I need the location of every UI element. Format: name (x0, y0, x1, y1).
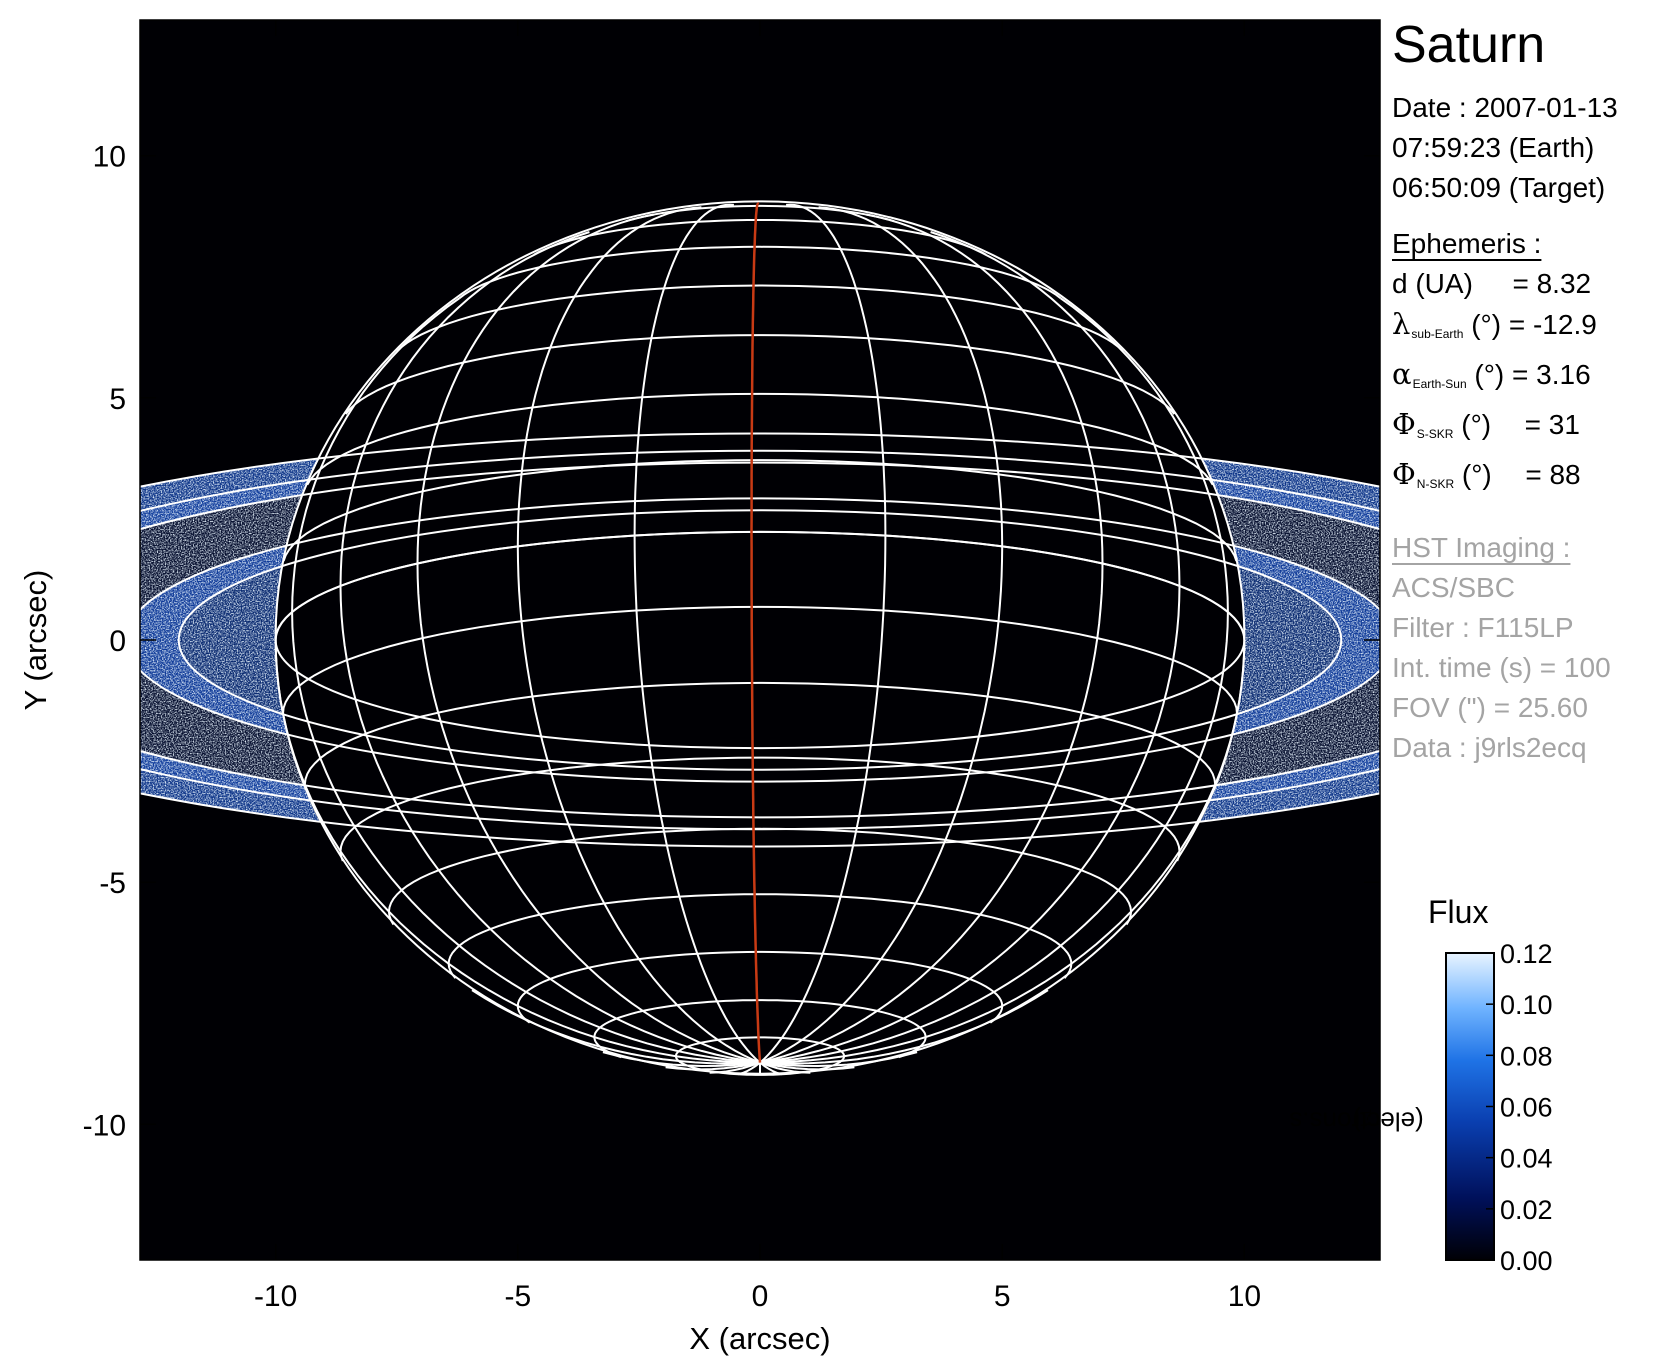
colorbar-ticks: 0.12 0.10 0.08 0.06 0.04 0.02 0.00 (1486, 939, 1553, 1276)
distance-value: = 8.32 (1512, 268, 1592, 299)
phi-s-symbol: Φ (1392, 407, 1416, 441)
planet-limb (274, 200, 1246, 1075)
lambda-subscript: sub-Earth (1411, 327, 1464, 341)
info-panel: Saturn Date : 2007-01-13 07:59:23 (Earth… (1392, 16, 1676, 1016)
longitude-line (759, 206, 1004, 1064)
lambda-symbol: λ (1392, 307, 1411, 341)
colorbar-tick-label: 0.10 (1500, 990, 1553, 1020)
lambda-unit: (°) (1471, 309, 1502, 340)
phi-n-subscript: N-SKR (1416, 477, 1455, 491)
lat-lon-grid (140, 200, 1380, 1076)
longitude-line (291, 297, 761, 1064)
longitude-line (759, 203, 887, 1064)
lambda-row: λsub-Earth (°) = -12.9 (1392, 304, 1676, 354)
central-meridian (750, 201, 762, 1063)
inner-ring-gap (275, 203, 1245, 1077)
alpha-unit: (°) (1474, 359, 1505, 390)
phi-s-row: ΦS-SKR (°) = 31 (1392, 404, 1676, 454)
longitude-line (339, 231, 761, 1064)
earth-time: 07:59:23 (Earth) (1392, 132, 1595, 163)
y-tick-label: 10 (93, 141, 126, 174)
y-axis: 10 5 0 -5 -10 (83, 141, 1380, 1142)
latitude-line (516, 950, 1004, 1024)
longitude-line (416, 213, 761, 1064)
integration-time: Int. time (s) = 100 (1392, 652, 1611, 683)
x-axis: -10 -5 0 5 10 (254, 20, 1261, 1313)
instrument: ACS/SBC (1392, 572, 1515, 603)
colorbar-tick-label: 0.02 (1500, 1195, 1553, 1225)
phi-s-unit: (°) (1461, 409, 1492, 440)
alpha-subscript: Earth-Sun (1412, 377, 1467, 391)
phi-n-value: = 88 (1525, 459, 1581, 490)
x-tick-label: 10 (1228, 1280, 1261, 1313)
data-id: Data : j9rls2ecq (1392, 732, 1587, 763)
x-tick-label: -10 (254, 1280, 297, 1313)
y-axis-title: Y (arcsec) (18, 570, 53, 711)
alpha-value: = 3.16 (1512, 359, 1591, 390)
phi-n-symbol: Φ (1392, 457, 1416, 491)
longitude-line (759, 231, 1181, 1064)
colorbar-tick-label: 0.04 (1500, 1144, 1553, 1174)
colorbar-tick-label: 0.12 (1500, 939, 1553, 969)
field-of-view: FOV (") = 25.60 (1392, 692, 1588, 723)
latitude-line (306, 392, 1214, 486)
latitude-line (396, 284, 1124, 352)
alpha-row: αEarth-Sun (°) = 3.16 (1392, 354, 1676, 404)
phi-s-value: = 31 (1524, 409, 1580, 440)
hst-heading: HST Imaging : (1392, 532, 1571, 563)
lambda-value: = -12.9 (1508, 309, 1597, 340)
saturn-uv-image (140, 20, 1380, 1260)
longitude-line (633, 203, 761, 1064)
colorbar-tick-label: 0.08 (1500, 1041, 1553, 1071)
x-axis-title: X (arcsec) (689, 1321, 830, 1356)
distance-row: d (UA) = 8.32 (1392, 264, 1676, 304)
latitude-line (625, 204, 895, 223)
longitude-line (759, 297, 1229, 1064)
latitude-line (387, 827, 1133, 926)
longitude-line (516, 206, 761, 1064)
ring-outline (140, 461, 1380, 819)
y-tick-label: 5 (109, 383, 126, 416)
date-line: Date : 2007-01-13 (1392, 92, 1618, 123)
colorbar-tick-label: 0.06 (1500, 1093, 1553, 1123)
phi-s-subscript: S-SKR (1416, 427, 1454, 441)
y-tick-label: -10 (83, 1109, 126, 1142)
x-tick-label: 0 (752, 1280, 769, 1313)
ephemeris-heading: Ephemeris : (1392, 228, 1542, 259)
ring-outline (140, 432, 1380, 848)
sky-background-polar (140, 20, 1380, 1260)
colorbar-title: Flux (1428, 894, 1489, 930)
latitude-line (593, 999, 927, 1059)
ring-outline (140, 497, 1380, 783)
distance-label: d (UA) (1392, 268, 1473, 299)
longitude-line (759, 213, 1104, 1064)
latitude-line (303, 681, 1217, 790)
phi-n-unit: (°) (1461, 459, 1492, 490)
latitude-line (458, 245, 1062, 300)
target-time: 06:50:09 (Target) (1392, 172, 1606, 203)
planet-title: Saturn (1392, 16, 1546, 74)
latitude-line (282, 459, 1238, 562)
filter: Filter : F115LP (1392, 612, 1574, 643)
latitude-line (344, 334, 1176, 415)
colorbar-tick-label: 0.00 (1500, 1246, 1553, 1276)
ring-outline (177, 509, 1343, 771)
colorbar-unit-close: ) (1352, 1106, 1361, 1137)
y-tick-label: -5 (99, 867, 126, 900)
alpha-symbol: α (1392, 357, 1412, 391)
y-tick-label: 0 (109, 625, 126, 658)
latitude-line (339, 756, 1181, 862)
latitude-line (447, 893, 1073, 979)
phi-n-row: ΦN-SKR (°) = 88 (1392, 454, 1676, 504)
x-tick-label: 5 (994, 1280, 1011, 1313)
x-tick-label: -5 (504, 1280, 531, 1313)
